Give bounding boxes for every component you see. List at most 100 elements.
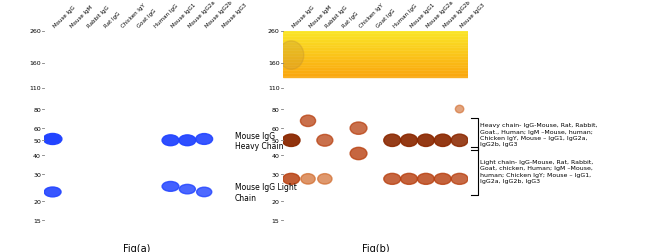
Text: 110: 110 <box>268 86 280 91</box>
Bar <box>283 44 468 45</box>
Ellipse shape <box>451 135 468 147</box>
Ellipse shape <box>384 174 400 185</box>
Bar <box>283 36 468 38</box>
Bar <box>283 64 468 65</box>
Bar <box>283 53 468 54</box>
Bar <box>283 54 468 56</box>
Ellipse shape <box>196 187 212 197</box>
Text: Mouse IgG2a: Mouse IgG2a <box>426 0 455 29</box>
Text: 15: 15 <box>272 218 280 223</box>
Ellipse shape <box>44 134 62 145</box>
Text: Mouse IgM: Mouse IgM <box>308 5 332 29</box>
Ellipse shape <box>279 42 304 70</box>
Text: Rat IgG: Rat IgG <box>342 11 359 29</box>
Text: 80: 80 <box>272 107 280 112</box>
Bar <box>283 74 468 76</box>
Ellipse shape <box>350 122 367 135</box>
Ellipse shape <box>301 174 315 184</box>
Bar <box>283 76 468 77</box>
Text: 40: 40 <box>272 153 280 158</box>
Text: Rabbit IgG: Rabbit IgG <box>325 5 349 29</box>
Text: Goat IgG: Goat IgG <box>376 8 396 29</box>
Text: Human IgG: Human IgG <box>392 4 418 29</box>
Text: 40: 40 <box>33 153 41 158</box>
Text: Mouse IgG Light
Chain: Mouse IgG Light Chain <box>235 182 296 202</box>
Text: Mouse IgG2b: Mouse IgG2b <box>443 0 472 29</box>
Text: 20: 20 <box>272 199 280 204</box>
Ellipse shape <box>283 174 300 185</box>
Ellipse shape <box>417 174 434 185</box>
Bar <box>283 57 468 59</box>
Text: Rat IgG: Rat IgG <box>103 11 121 29</box>
Ellipse shape <box>179 135 196 146</box>
Text: Mouse IgG1: Mouse IgG1 <box>409 3 436 29</box>
Text: 80: 80 <box>33 107 41 112</box>
Ellipse shape <box>434 135 451 147</box>
Text: Fig(a): Fig(a) <box>123 243 151 252</box>
Ellipse shape <box>318 174 332 184</box>
Bar <box>283 73 468 74</box>
Text: Mouse IgG: Mouse IgG <box>53 5 77 29</box>
Bar <box>283 33 468 35</box>
Ellipse shape <box>300 116 316 127</box>
Text: Chicken IgY: Chicken IgY <box>359 3 385 29</box>
Bar <box>283 39 468 41</box>
Text: 260: 260 <box>29 29 41 34</box>
Ellipse shape <box>282 135 300 147</box>
Ellipse shape <box>196 134 213 145</box>
Ellipse shape <box>451 174 468 185</box>
Ellipse shape <box>434 174 451 185</box>
Ellipse shape <box>456 106 464 113</box>
Bar <box>283 50 468 51</box>
Text: 50: 50 <box>272 138 280 143</box>
Text: 15: 15 <box>33 218 41 223</box>
Text: 160: 160 <box>29 61 41 66</box>
Text: Mouse IgG2b: Mouse IgG2b <box>204 0 233 29</box>
Bar <box>283 45 468 47</box>
Text: Fig(b): Fig(b) <box>361 243 389 252</box>
Text: Light chain- IgG-Mouse, Rat, Rabbit,
Goat, chicken, Human; IgM –Mouse,
human; Ch: Light chain- IgG-Mouse, Rat, Rabbit, Goa… <box>480 160 593 183</box>
Text: 30: 30 <box>33 172 41 177</box>
Bar <box>283 32 468 33</box>
Bar <box>283 65 468 67</box>
Text: 20: 20 <box>33 199 41 204</box>
Text: 160: 160 <box>268 61 280 66</box>
Bar <box>283 68 468 70</box>
Ellipse shape <box>400 174 417 185</box>
Ellipse shape <box>44 187 61 197</box>
Text: Goat IgG: Goat IgG <box>136 8 157 29</box>
Ellipse shape <box>317 135 333 147</box>
Text: Mouse IgG2a: Mouse IgG2a <box>187 0 216 29</box>
Ellipse shape <box>384 135 400 147</box>
Text: 110: 110 <box>29 86 41 91</box>
Bar <box>283 67 468 68</box>
Text: 60: 60 <box>33 126 41 131</box>
Bar <box>283 35 468 36</box>
Ellipse shape <box>179 185 196 194</box>
Text: Rabbit IgG: Rabbit IgG <box>86 5 110 29</box>
Bar <box>283 60 468 62</box>
Text: Human IgG: Human IgG <box>153 4 179 29</box>
Text: 50: 50 <box>33 138 41 143</box>
Ellipse shape <box>350 148 367 160</box>
Text: Chicken IgY: Chicken IgY <box>120 3 146 29</box>
Bar <box>283 59 468 60</box>
Text: Heavy chain- IgG-Mouse, Rat, Rabbit,
Goat., Human; IgM –Mouse, human;
Chicken Ig: Heavy chain- IgG-Mouse, Rat, Rabbit, Goa… <box>480 123 598 146</box>
Bar <box>283 48 468 50</box>
Ellipse shape <box>162 182 179 192</box>
Text: Mouse IgG1: Mouse IgG1 <box>170 3 197 29</box>
Text: Mouse IgG3: Mouse IgG3 <box>460 3 486 29</box>
Bar <box>283 51 468 53</box>
Text: Mouse IgM: Mouse IgM <box>70 5 94 29</box>
Ellipse shape <box>162 135 179 146</box>
Bar <box>283 62 468 64</box>
Bar <box>283 56 468 57</box>
Ellipse shape <box>417 135 434 147</box>
Text: Mouse IgG3: Mouse IgG3 <box>221 3 248 29</box>
Bar <box>283 42 468 44</box>
Text: 60: 60 <box>272 126 280 131</box>
Text: 30: 30 <box>272 172 280 177</box>
Bar <box>283 41 468 42</box>
Text: Mouse IgG: Mouse IgG <box>291 5 315 29</box>
Bar <box>283 38 468 39</box>
